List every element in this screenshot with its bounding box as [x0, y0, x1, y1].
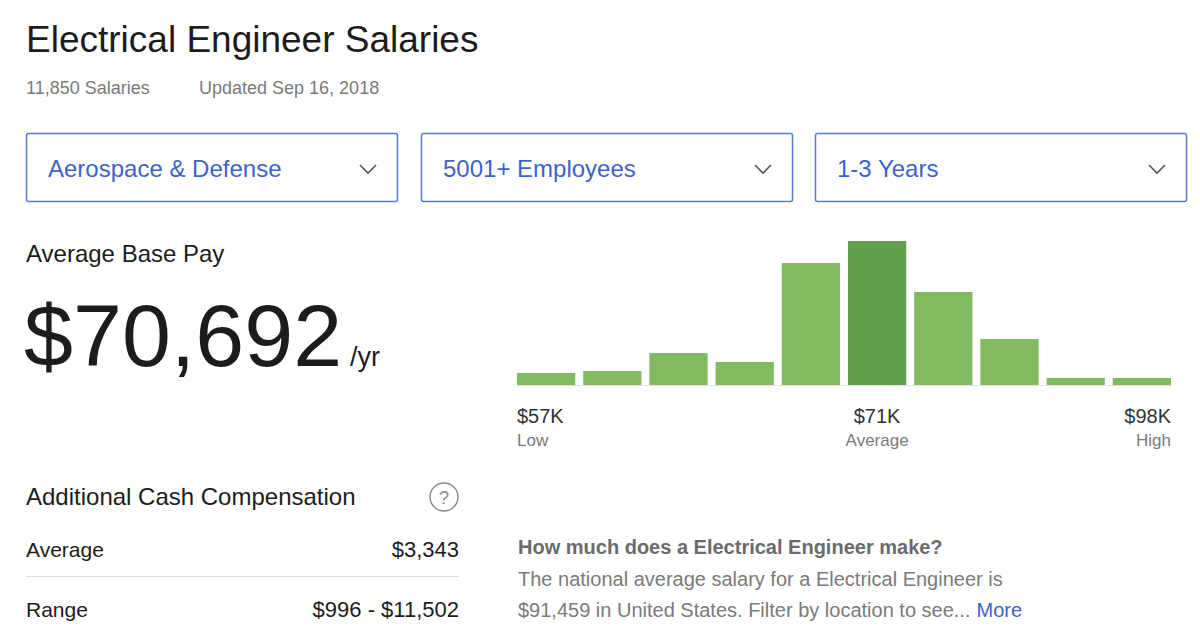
- updated-date: Updated Sep 16, 2018: [199, 78, 379, 98]
- dropdown-label[interactable]: Aerospace & Defense: [48, 155, 281, 182]
- tick-label: $71K: [854, 405, 901, 427]
- histogram-bar: [517, 373, 575, 385]
- histogram-bar: [782, 263, 840, 385]
- help-mark[interactable]: ?: [439, 488, 449, 508]
- base-pay-unit: /yr: [350, 342, 380, 372]
- histogram-bar: [716, 362, 774, 385]
- faq-text: $91,459 in United States. Filter by loca…: [518, 599, 970, 621]
- tick-caption: Average: [846, 431, 909, 450]
- tick-caption: Low: [517, 431, 549, 450]
- filter-dropdown[interactable]: 5001+ Employees: [422, 134, 793, 202]
- more-link[interactable]: More: [976, 599, 1022, 621]
- row-value: $3,343: [392, 537, 459, 562]
- histogram-bar: [848, 241, 906, 385]
- dropdown-box[interactable]: [27, 134, 398, 202]
- x-axis: $57K Low $71K Average $98K High: [517, 385, 1172, 450]
- salary-count: 11,850 Salaries: [26, 78, 150, 98]
- faq-question: How much does a Electrical Engineer make…: [518, 536, 943, 558]
- histogram-bar: [583, 371, 641, 385]
- tick-caption: High: [1136, 431, 1171, 450]
- x-axis-line: [518, 385, 1172, 386]
- x-tick: $57K Low: [517, 385, 564, 450]
- row-separator: [26, 576, 459, 577]
- help-icon[interactable]: [430, 483, 458, 511]
- histogram-bar: [1113, 378, 1171, 385]
- bars: [517, 241, 1171, 385]
- dropdown-box[interactable]: [422, 134, 793, 202]
- dropdown-label[interactable]: 5001+ Employees: [443, 155, 636, 182]
- dropdown-chevron[interactable]: [1149, 165, 1165, 173]
- histogram-bar: [980, 339, 1038, 385]
- base-pay-amount: $70,692: [24, 286, 342, 385]
- dropdown-box[interactable]: [816, 134, 1187, 202]
- faq-text-line: $91,459 in United States. Filter by loca…: [518, 599, 1022, 621]
- dropdown-chevron[interactable]: [360, 165, 376, 173]
- page: Electrical Engineer Salaries 11,850 Salar…: [0, 0, 1200, 643]
- histogram-bar: [649, 353, 707, 385]
- filter-dropdown[interactable]: 1-3 Years: [816, 134, 1187, 202]
- row-label: Range: [26, 598, 88, 621]
- histogram-bar: [914, 292, 972, 385]
- faq-text: The national average salary for a Electr…: [518, 568, 1003, 590]
- row-value: $996 - $11,502: [313, 597, 459, 622]
- tick-label: $57K: [517, 405, 564, 427]
- tick-label: $98K: [1124, 405, 1171, 427]
- histogram-bar: [1047, 378, 1105, 385]
- filter-dropdown[interactable]: Aerospace & Defense: [27, 134, 398, 202]
- x-tick: $98K High: [1124, 385, 1171, 450]
- base-pay-label: Average Base Pay: [26, 240, 224, 267]
- section-title: Additional Cash Compensation: [26, 483, 356, 510]
- row-label: Average: [26, 538, 104, 561]
- x-tick: $71K Average: [846, 385, 909, 450]
- dropdown-chevron[interactable]: [755, 165, 771, 173]
- dropdown-label[interactable]: 1-3 Years: [837, 155, 938, 182]
- page-title: Electrical Engineer Salaries: [26, 19, 478, 60]
